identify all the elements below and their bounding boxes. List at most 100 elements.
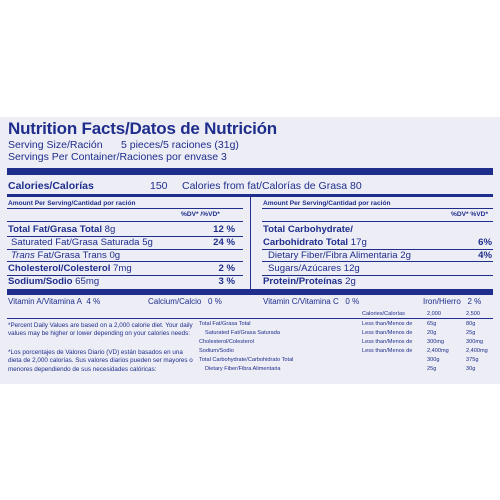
nutrient-row-dietary-fiber: Dietary Fiber/Fibra Alimentaria 2g (268, 250, 411, 261)
calories-value: 150 (150, 180, 168, 192)
nutrient-row-cholesterol: Cholesterol/Colesterol 7mg (8, 263, 132, 274)
dv-table-value-2000: 300mg (427, 339, 445, 345)
dv-table-qualifier: Less than/Menos de (362, 330, 413, 336)
nutrient-row-sugars: Sugars/Azúcares 12g (268, 263, 360, 274)
dv-table-value-2500: 300mg (466, 339, 484, 345)
right-divider (262, 221, 493, 222)
nutrient-row-sodium: Sodium/Sodio 65mg (8, 276, 99, 287)
dv-table-value-2500: 80g (466, 321, 476, 327)
nutrient-label: Total Fat/Grasa Total (8, 224, 102, 235)
nutrient-label-italic: Trans (11, 250, 35, 261)
dv-table-value-2000: 2,400mg (427, 348, 449, 354)
nutrient-label: Carbohidrato Total (263, 237, 349, 248)
dv-table-header-2000: 2,000 (427, 311, 441, 317)
footnote-english: *Percent Daily Values are based on a 2,0… (8, 322, 193, 338)
nutrient-label: Dietary Fiber/Fibra Alimentaria (268, 250, 398, 261)
dv-table-value-2000: 65g (427, 321, 437, 327)
left-divider (7, 221, 243, 222)
vitamin-c: Vitamin C/Vitamina C 0 % (263, 297, 359, 306)
left-divider (7, 249, 243, 250)
dv-table-value-2500: 375g (466, 357, 479, 363)
calcium-value: 0 % (208, 297, 222, 306)
dv-table-value-2500: 30g (466, 366, 476, 372)
left-divider (7, 275, 243, 276)
dv-table-header-label: Calories/Calorías (362, 311, 405, 317)
nutrient-label: Cholesterol/Colesterol (8, 263, 111, 274)
nutrient-row-protein: Protein/Proteínas 2g (263, 276, 356, 287)
nutrient-dv: 24 % (213, 237, 235, 248)
calcium-label: Calcium/Calcio (148, 297, 202, 306)
dv-table-value-2000: 300g (427, 357, 440, 363)
vitamin-c-value: 0 % (345, 297, 360, 306)
dv-table-value-2500: 25g (466, 330, 476, 336)
serving-size-label: Serving Size/Ración (8, 139, 103, 151)
calories-from-fat: Calories from fat/Calorías de Grasa 80 (182, 180, 362, 192)
label-title: Nutrition Facts/Datos de Nutrición (8, 119, 277, 138)
nutrient-amount: 2g (400, 250, 411, 261)
nutrient-amount: 65mg (75, 276, 100, 287)
footnote-divider (7, 318, 493, 319)
dv-table-qualifier: Less than/Menos de (362, 321, 413, 327)
calories-label: Calories/Calorías (8, 180, 94, 192)
right-divider (262, 208, 493, 209)
dv-table-value-2000: 25g (427, 366, 437, 372)
dv-table-value-2000: 20g (427, 330, 437, 336)
nutrient-amount: 12g (343, 263, 360, 274)
calcium: Calcium/Calcio 0 % (148, 297, 222, 306)
dv-table-label: Saturated Fat/Grasa Saturada (205, 330, 280, 336)
dv-table-header-2500: 2,500 (466, 311, 480, 317)
left-amount-header: Amount Per Serving/Cantidad por ración (8, 200, 136, 207)
left-divider (7, 208, 243, 209)
left-dv-header: %DV* /%VD* (181, 211, 220, 218)
nutrient-row-total-fat: Total Fat/Grasa Total 8g (8, 224, 115, 235)
nutrient-label: Sodium/Sodio (8, 276, 73, 287)
dv-table-label: Total Fat/Grasa Total (199, 321, 251, 327)
vitamin-c-label: Vitamin C/Vitamina C (263, 297, 339, 306)
thick-divider-top (7, 168, 493, 175)
nutrient-label: Fat/Grasa Trans (37, 250, 107, 261)
column-separator (250, 197, 251, 289)
dv-table-label: Sodium/Sodio (199, 348, 234, 354)
right-amount-header: Amount Per Serving/Cantidad por ración (263, 200, 391, 207)
nutrient-amount: 5g (142, 237, 153, 248)
nutrient-label: Sugars/Azúcares (268, 263, 342, 274)
nutrient-dv: 2 % (218, 263, 235, 274)
nutrient-row-saturated-fat: Saturated Fat/Grasa Saturada 5g (11, 237, 153, 248)
footnote-spanish: *Los porcentajes de Valores Diario (VD) … (8, 349, 193, 373)
dv-table-qualifier: Less than/Menos de (362, 339, 413, 345)
nutrient-amount: 17g (350, 237, 367, 248)
nutrient-row-trans-fat: Trans Fat/Grasa Trans 0g (11, 250, 120, 261)
right-divider (262, 275, 493, 276)
nutrient-row-total-carb-line1: Total Carbohydrate/ (263, 224, 353, 235)
vitamin-a: Vitamin A/Vitamina A 4 % (8, 297, 100, 306)
nutrient-dv: 3 % (218, 276, 235, 287)
nutrient-dv: 6% (478, 237, 492, 248)
thick-divider-bottom (7, 289, 493, 295)
vitamin-a-value: 4 % (86, 297, 101, 306)
right-dv-header: %DV* %VD* (451, 211, 489, 218)
nutrient-amount: 0g (109, 250, 121, 261)
iron: Iron/Hierro 2 % (423, 297, 481, 306)
dv-table-label: Dietary Fiber/Fibra Alimentaria (205, 366, 281, 372)
nutrient-label: Saturated Fat/Grasa Saturada (11, 237, 140, 248)
vitamin-a-label: Vitamin A/Vitamina A (8, 297, 82, 306)
servings-per-container: Servings Per Container/Raciones por enva… (8, 151, 227, 163)
nutrient-amount: 2g (345, 276, 356, 287)
left-divider (7, 261, 243, 262)
right-divider (262, 249, 493, 250)
nutrient-dv: 4% (478, 250, 492, 261)
dv-table-qualifier: Less than/Menos de (362, 348, 413, 354)
nutrient-amount: 7mg (113, 263, 132, 274)
serving-size-value: 5 pieces/5 raciones (31g) (121, 139, 239, 151)
medium-divider (7, 194, 493, 197)
nutrient-label: Protein/Proteínas (263, 276, 343, 287)
dv-table-label: Total Carbohydrate/Carbohidrato Total (199, 357, 294, 363)
dv-table-label: Cholesterol/Colesterol (199, 339, 255, 345)
nutrient-row-total-carb: Carbohidrato Total 17g (263, 237, 367, 248)
iron-label: Iron/Hierro (423, 297, 461, 306)
nutrient-amount: 8g (104, 224, 116, 235)
nutrient-dv: 12 % (213, 224, 235, 235)
dv-table-value-2500: 2,400mg (466, 348, 488, 354)
left-divider (7, 236, 243, 237)
right-divider (262, 261, 493, 262)
